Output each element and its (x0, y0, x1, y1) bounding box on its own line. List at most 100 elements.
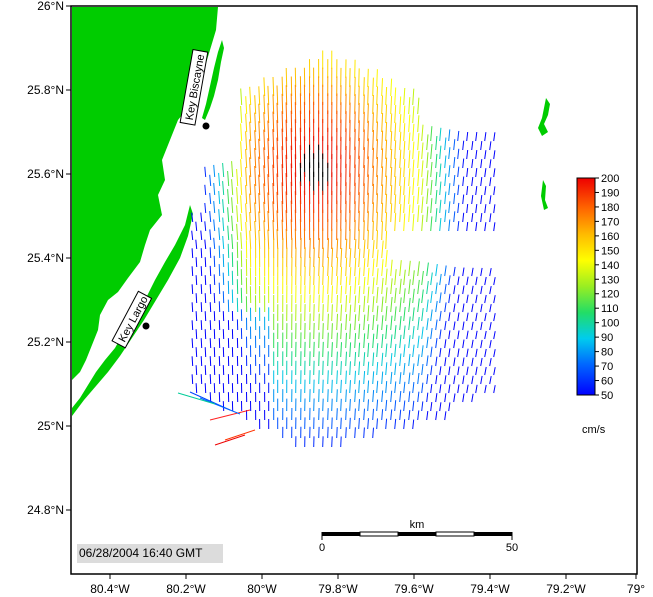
current-vector (484, 186, 487, 196)
current-vector (222, 272, 225, 286)
current-vector (290, 219, 293, 241)
current-vector (430, 328, 433, 340)
current-vector (240, 105, 243, 124)
current-vector (439, 329, 442, 340)
current-vector (385, 250, 388, 268)
current-vector (426, 374, 429, 385)
current-vector (421, 270, 424, 286)
current-vector (213, 164, 216, 178)
current-vector (209, 302, 212, 313)
current-vector (444, 393, 447, 403)
current-vector (399, 372, 402, 385)
current-vector (430, 216, 433, 232)
current-vector (453, 357, 456, 367)
current-vector (457, 294, 460, 304)
current-vector (417, 133, 420, 151)
current-vector (484, 150, 487, 160)
current-vector (408, 150, 411, 169)
current-vector (421, 124, 424, 142)
current-vector (493, 132, 496, 142)
current-vector (354, 276, 357, 295)
current-vector (444, 173, 447, 187)
current-vector (363, 94, 365, 115)
current-vector (471, 339, 474, 349)
current-vector (475, 150, 478, 160)
current-vector (200, 374, 203, 385)
current-vector (209, 374, 212, 385)
current-vector (318, 313, 320, 331)
current-vector (471, 194, 474, 205)
current-vector (372, 202, 374, 223)
current-vector (417, 205, 420, 223)
current-vector (394, 87, 397, 106)
current-vector (390, 166, 393, 187)
current-vector (276, 85, 279, 106)
current-vector (313, 285, 315, 304)
current-vector (448, 384, 451, 394)
current-vector (390, 409, 393, 421)
current-vector (276, 137, 279, 160)
current-vector (258, 103, 261, 124)
current-vector (340, 379, 342, 394)
scale-bar-end: 50 (506, 542, 518, 554)
current-vector (430, 144, 433, 160)
current-vector (412, 214, 415, 232)
current-vector (263, 220, 266, 241)
current-vector (457, 184, 460, 196)
current-vector (403, 123, 406, 142)
current-vector (462, 267, 465, 277)
current-vector (448, 366, 451, 376)
current-vector (349, 248, 352, 268)
lat-label-24-8: 24.8°N (27, 503, 64, 517)
current-vector (390, 78, 393, 97)
current-vector (376, 156, 378, 178)
current-vector (457, 348, 460, 358)
current-vector (403, 87, 406, 106)
current-vector (372, 129, 374, 151)
current-vector (376, 418, 378, 430)
current-vector (457, 202, 460, 214)
current-vector (349, 380, 351, 394)
current-vector (272, 201, 275, 223)
colorbar-tick-label: 110 (601, 303, 619, 315)
current-vector (412, 419, 415, 430)
current-vector (466, 384, 469, 394)
current-vector (245, 185, 248, 205)
current-vector (281, 164, 284, 187)
current-vector (489, 141, 492, 151)
colorbar (576, 177, 596, 396)
current-vector (236, 168, 239, 187)
current-vector (484, 366, 487, 376)
current-vector (272, 76, 275, 97)
current-vector (457, 166, 460, 178)
current-vector (421, 308, 424, 322)
current-vector (258, 174, 261, 196)
current-vector (448, 275, 451, 286)
current-vector (394, 287, 397, 304)
current-vector (457, 366, 460, 376)
current-vector (349, 417, 351, 430)
current-vector (367, 138, 369, 160)
current-vector (272, 164, 275, 187)
current-vector (448, 219, 451, 232)
current-vector (358, 229, 360, 250)
current-vector (363, 201, 365, 223)
current-vector (489, 376, 492, 385)
current-vector (363, 276, 366, 295)
current-vector (372, 240, 375, 259)
current-vector (403, 158, 406, 178)
current-vector (381, 148, 384, 169)
current-vector (254, 130, 257, 151)
current-vector (390, 95, 393, 115)
current-vector (493, 295, 496, 304)
current-vector (381, 333, 384, 349)
current-vector (272, 129, 275, 151)
current-vector (209, 284, 212, 295)
current-vector (435, 393, 438, 403)
current-vector (403, 288, 406, 304)
current-vector (240, 195, 243, 214)
current-vector (204, 365, 207, 376)
current-vector (327, 332, 329, 349)
current-vector (191, 212, 194, 223)
current-vector (191, 248, 194, 259)
